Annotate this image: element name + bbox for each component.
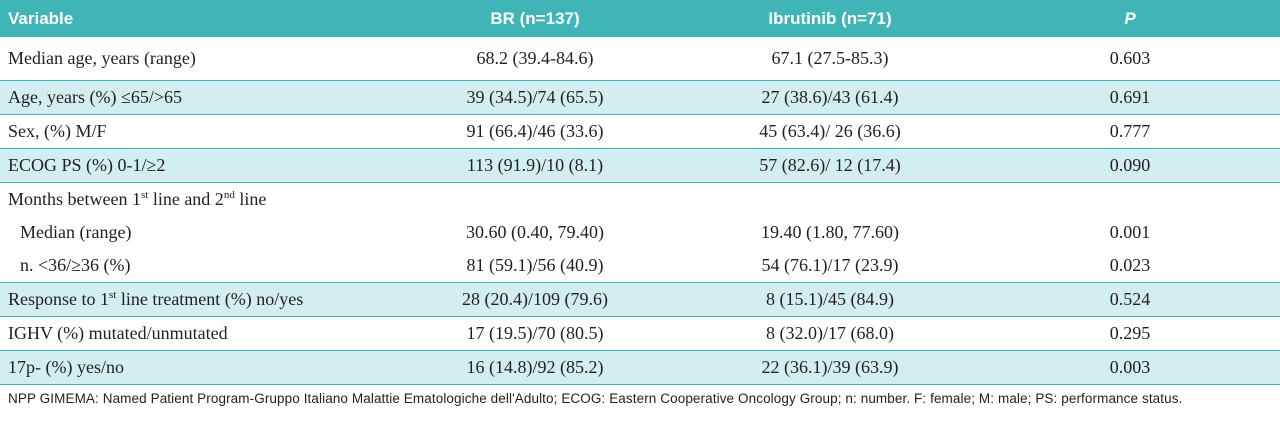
cell: Median (range) xyxy=(20,222,132,242)
row: Response to 1st line treatment (%) no/ye… xyxy=(0,282,1280,317)
cell: 19.40 (1.80, 77.60) xyxy=(761,222,899,242)
row: Sex, (%) M/F 91 (66.4)/46 (33.6) 45 (63.… xyxy=(0,114,1280,149)
cell: 28 (20.4)/109 (79.6) xyxy=(390,282,680,317)
row: Age, years (%) ≤65/>65 39 (34.5)/74 (65.… xyxy=(0,80,1280,115)
cell: 68.2 (39.4-84.6) xyxy=(390,37,680,81)
header-cell: Ibrutinib (n=71) xyxy=(680,0,980,37)
text: Months between 1 xyxy=(8,189,141,209)
cell: ECOG PS (%) 0-1/≥2 xyxy=(0,148,390,183)
row: Median (range) 30.60 (0.40, 79.40) 19.40… xyxy=(0,216,1280,249)
text: line xyxy=(234,189,267,209)
cell: 81 (59.1)/56 (40.9) xyxy=(390,249,680,283)
row: Months between 1st line and 2nd line xyxy=(0,183,1280,217)
cell: 22 (36.1)/39 (63.9) xyxy=(680,350,980,385)
cell: Median age, years (range) xyxy=(0,37,390,81)
cell: 57 (82.6)/ 12 (17.4) xyxy=(680,148,980,183)
cell: 0.777 xyxy=(980,114,1280,149)
header-row: Variable BR (n=137) Ibrutinib (n=71) P xyxy=(0,0,1280,37)
cell: 0.691 xyxy=(980,80,1280,115)
row: ECOG PS (%) 0-1/≥2 113 (91.9)/10 (8.1) 5… xyxy=(0,148,1280,183)
cell: 67.1 (27.5-85.3) xyxy=(680,37,980,81)
row: n. <36/≥36 (%) 81 (59.1)/56 (40.9) 54 (7… xyxy=(0,249,1280,283)
cell: 0.295 xyxy=(980,316,1280,351)
cell: Months between 1st line and 2nd line xyxy=(0,183,1280,217)
cell: 27 (38.6)/43 (61.4) xyxy=(680,80,980,115)
superscript: st xyxy=(109,289,117,301)
cell: 16 (14.8)/92 (85.2) xyxy=(390,350,680,385)
cell: Response to 1st line treatment (%) no/ye… xyxy=(0,282,390,317)
row: 17p- (%) yes/no 16 (14.8)/92 (85.2) 22 (… xyxy=(0,350,1280,385)
cell: n. <36/≥36 (%) xyxy=(0,249,390,283)
data-table: Variable BR (n=137) Ibrutinib (n=71) P M… xyxy=(0,0,1280,385)
cell: Sex, (%) M/F xyxy=(0,114,390,149)
text: Response to 1 xyxy=(8,289,109,309)
cell: 0.524 xyxy=(980,282,1280,317)
cell: 45 (63.4)/ 26 (36.6) xyxy=(680,114,980,149)
header-cell: Variable xyxy=(0,0,390,37)
cell: 0.001 xyxy=(1109,222,1151,242)
cell: 0.603 xyxy=(980,37,1280,81)
superscript: nd xyxy=(223,189,235,201)
cell: 0.090 xyxy=(980,148,1280,183)
header-cell: P xyxy=(980,0,1280,37)
cell: 113 (91.9)/10 (8.1) xyxy=(390,148,680,183)
cell: Age, years (%) ≤65/>65 xyxy=(0,80,390,115)
cell: 8 (15.1)/45 (84.9) xyxy=(680,282,980,317)
cell: 17 (19.5)/70 (80.5) xyxy=(390,316,680,351)
cell: 0.003 xyxy=(980,350,1280,385)
row: Median age, years (range) 68.2 (39.4-84.… xyxy=(0,37,1280,81)
cell: IGHV (%) mutated/unmutated xyxy=(0,316,390,351)
row: IGHV (%) mutated/unmutated 17 (19.5)/70 … xyxy=(0,316,1280,351)
header-cell: BR (n=137) xyxy=(390,0,680,37)
cell: 91 (66.4)/46 (33.6) xyxy=(390,114,680,149)
superscript: st xyxy=(140,189,149,201)
cell: 17p- (%) yes/no xyxy=(0,350,390,385)
footnote: NPP GIMEMA: Named Patient Program-Gruppo… xyxy=(8,391,1183,406)
text: line treatment (%) no/yes xyxy=(116,289,304,309)
cell: 0.023 xyxy=(980,249,1280,283)
cell: 39 (34.5)/74 (65.5) xyxy=(390,80,680,115)
cell: 54 (76.1)/17 (23.9) xyxy=(680,249,980,283)
cell: 8 (32.0)/17 (68.0) xyxy=(680,316,980,351)
cell: 30.60 (0.40, 79.40) xyxy=(466,222,604,242)
text: line and 2 xyxy=(148,189,224,209)
